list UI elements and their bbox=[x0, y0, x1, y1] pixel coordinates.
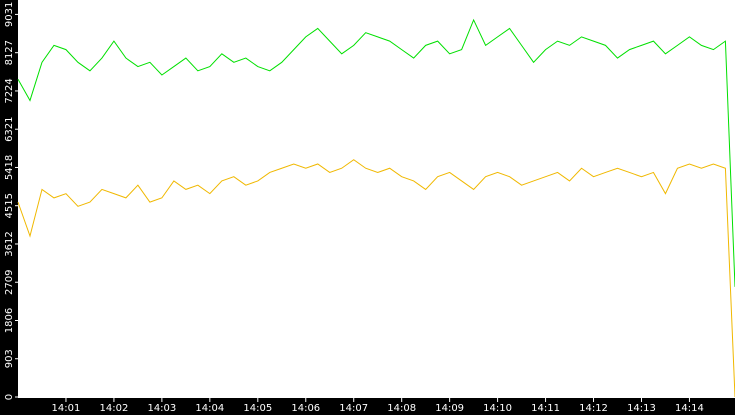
y-tick-label: 4515 bbox=[4, 193, 15, 218]
x-tick-label: 14:05 bbox=[243, 403, 272, 414]
y-tick-label: 1806 bbox=[4, 308, 15, 333]
x-tick-label: 14:12 bbox=[579, 403, 608, 414]
x-tick-label: 14:11 bbox=[531, 403, 560, 414]
x-tick-label: 14:13 bbox=[627, 403, 656, 414]
x-tick-label: 14:08 bbox=[387, 403, 416, 414]
series-line bbox=[17, 18, 735, 287]
y-tick-label: 903 bbox=[4, 349, 15, 368]
y-tick-label: 7224 bbox=[4, 78, 15, 103]
y-tick-label: 2709 bbox=[4, 270, 15, 295]
y-tick-label: 5418 bbox=[4, 155, 15, 180]
x-tick-label: 14:03 bbox=[147, 403, 176, 414]
x-tick-label: 14:09 bbox=[435, 403, 464, 414]
x-tick-label: 14:14 bbox=[675, 403, 704, 414]
y-tick-label: 8127 bbox=[4, 40, 15, 65]
x-tick-label: 14:02 bbox=[100, 403, 129, 414]
y-tick-label: 9031 bbox=[4, 2, 15, 27]
x-axis-strip bbox=[0, 398, 735, 415]
y-tick-label: 0 bbox=[4, 394, 15, 400]
y-tick-label: 3612 bbox=[4, 231, 15, 256]
y-axis-strip bbox=[0, 0, 18, 415]
series-line bbox=[17, 159, 735, 398]
x-tick-label: 14:07 bbox=[339, 403, 368, 414]
y-tick-label: 6321 bbox=[4, 116, 15, 141]
x-tick-label: 14:04 bbox=[195, 403, 224, 414]
x-tick-label: 14:01 bbox=[52, 403, 81, 414]
x-tick-label: 14:10 bbox=[483, 403, 512, 414]
x-tick-label: 14:06 bbox=[291, 403, 320, 414]
